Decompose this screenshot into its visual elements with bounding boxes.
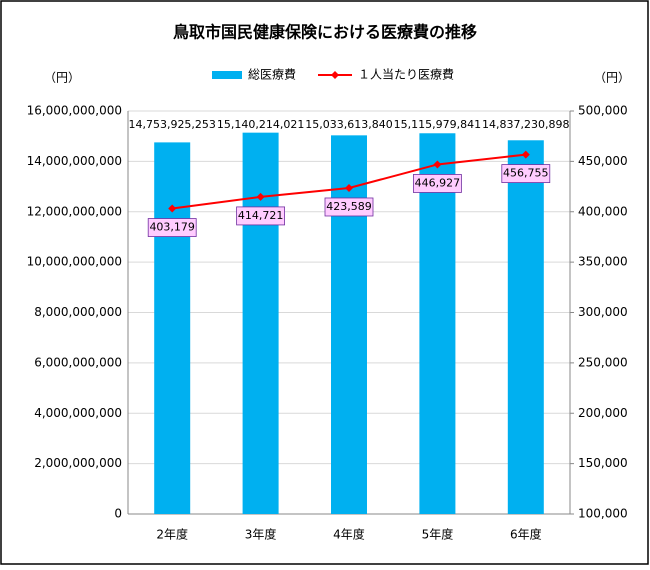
y2-tick-label: 500,000: [578, 104, 628, 118]
y2-tick-label: 150,000: [578, 456, 628, 470]
line-marker: [345, 183, 353, 192]
y2-tick-label: 400,000: [578, 204, 628, 218]
legend-swatch: [212, 71, 242, 79]
bar: [242, 132, 279, 514]
bar: [507, 140, 544, 515]
y-tick-label: 12,000,000,000: [27, 204, 122, 218]
chart-title: 鳥取市国民健康保険における医療費の推移: [173, 23, 477, 42]
value-label-box: [412, 174, 462, 193]
bar-value-label: 15,033,613,840: [305, 118, 392, 131]
y-tick-label: 8,000,000,000: [34, 305, 122, 319]
legend-label: １人当たり医療費: [358, 67, 454, 82]
x-tick-label: 6年度: [510, 527, 542, 542]
y2-tick-label: 300,000: [578, 305, 628, 319]
bar-value-label: 14,753,925,253: [128, 118, 215, 131]
y-tick-label: 14,000,000,000: [27, 154, 122, 168]
line-value-label: 446,927: [415, 176, 461, 189]
y2-tick-label: 200,000: [578, 406, 628, 420]
y-tick-label: 16,000,000,000: [27, 104, 122, 118]
line-marker: [168, 204, 177, 213]
line-marker: [521, 150, 530, 159]
line-value-label: 423,589: [326, 200, 372, 213]
value-label-box: [236, 206, 286, 226]
y-unit: （円）: [44, 71, 80, 85]
value-label-box: [501, 164, 551, 183]
bar-value-label: 15,140,214,021: [217, 118, 304, 131]
x-tick-label: 3年度: [245, 527, 277, 542]
line-value-label: 403,179: [149, 221, 195, 234]
y2-tick-label: 250,000: [578, 355, 628, 369]
y-tick-label: 6,000,000,000: [34, 355, 122, 369]
y-tick-label: 0: [114, 507, 122, 521]
y2-tick-label: 350,000: [578, 255, 628, 269]
bar-value-label: 14,837,230,898: [482, 118, 569, 131]
y2-tick-label: 100,000: [578, 507, 628, 521]
legend-marker: [331, 71, 339, 79]
bar-value-label: 15,115,979,841: [394, 118, 481, 131]
y2-unit: （円）: [594, 71, 630, 85]
bar: [419, 133, 456, 515]
y2-tick-label: 450,000: [578, 154, 628, 168]
line-value-label: 414,721: [238, 209, 284, 222]
legend-label: 総医療費: [248, 67, 296, 82]
x-tick-label: 5年度: [422, 527, 454, 542]
y-tick-label: 10,000,000,000: [27, 255, 122, 269]
y-tick-label: 4,000,000,000: [34, 406, 122, 420]
value-label-box: [147, 218, 197, 237]
value-label-box: [324, 197, 374, 217]
y-tick-label: 2,000,000,000: [34, 456, 122, 470]
x-tick-label: 4年度: [333, 527, 365, 542]
x-tick-label: 2年度: [156, 527, 188, 542]
line-marker: [433, 160, 442, 169]
bar: [331, 135, 367, 514]
line-value-label: 456,755: [503, 167, 549, 180]
line-marker: [256, 192, 265, 201]
bar: [154, 142, 191, 515]
